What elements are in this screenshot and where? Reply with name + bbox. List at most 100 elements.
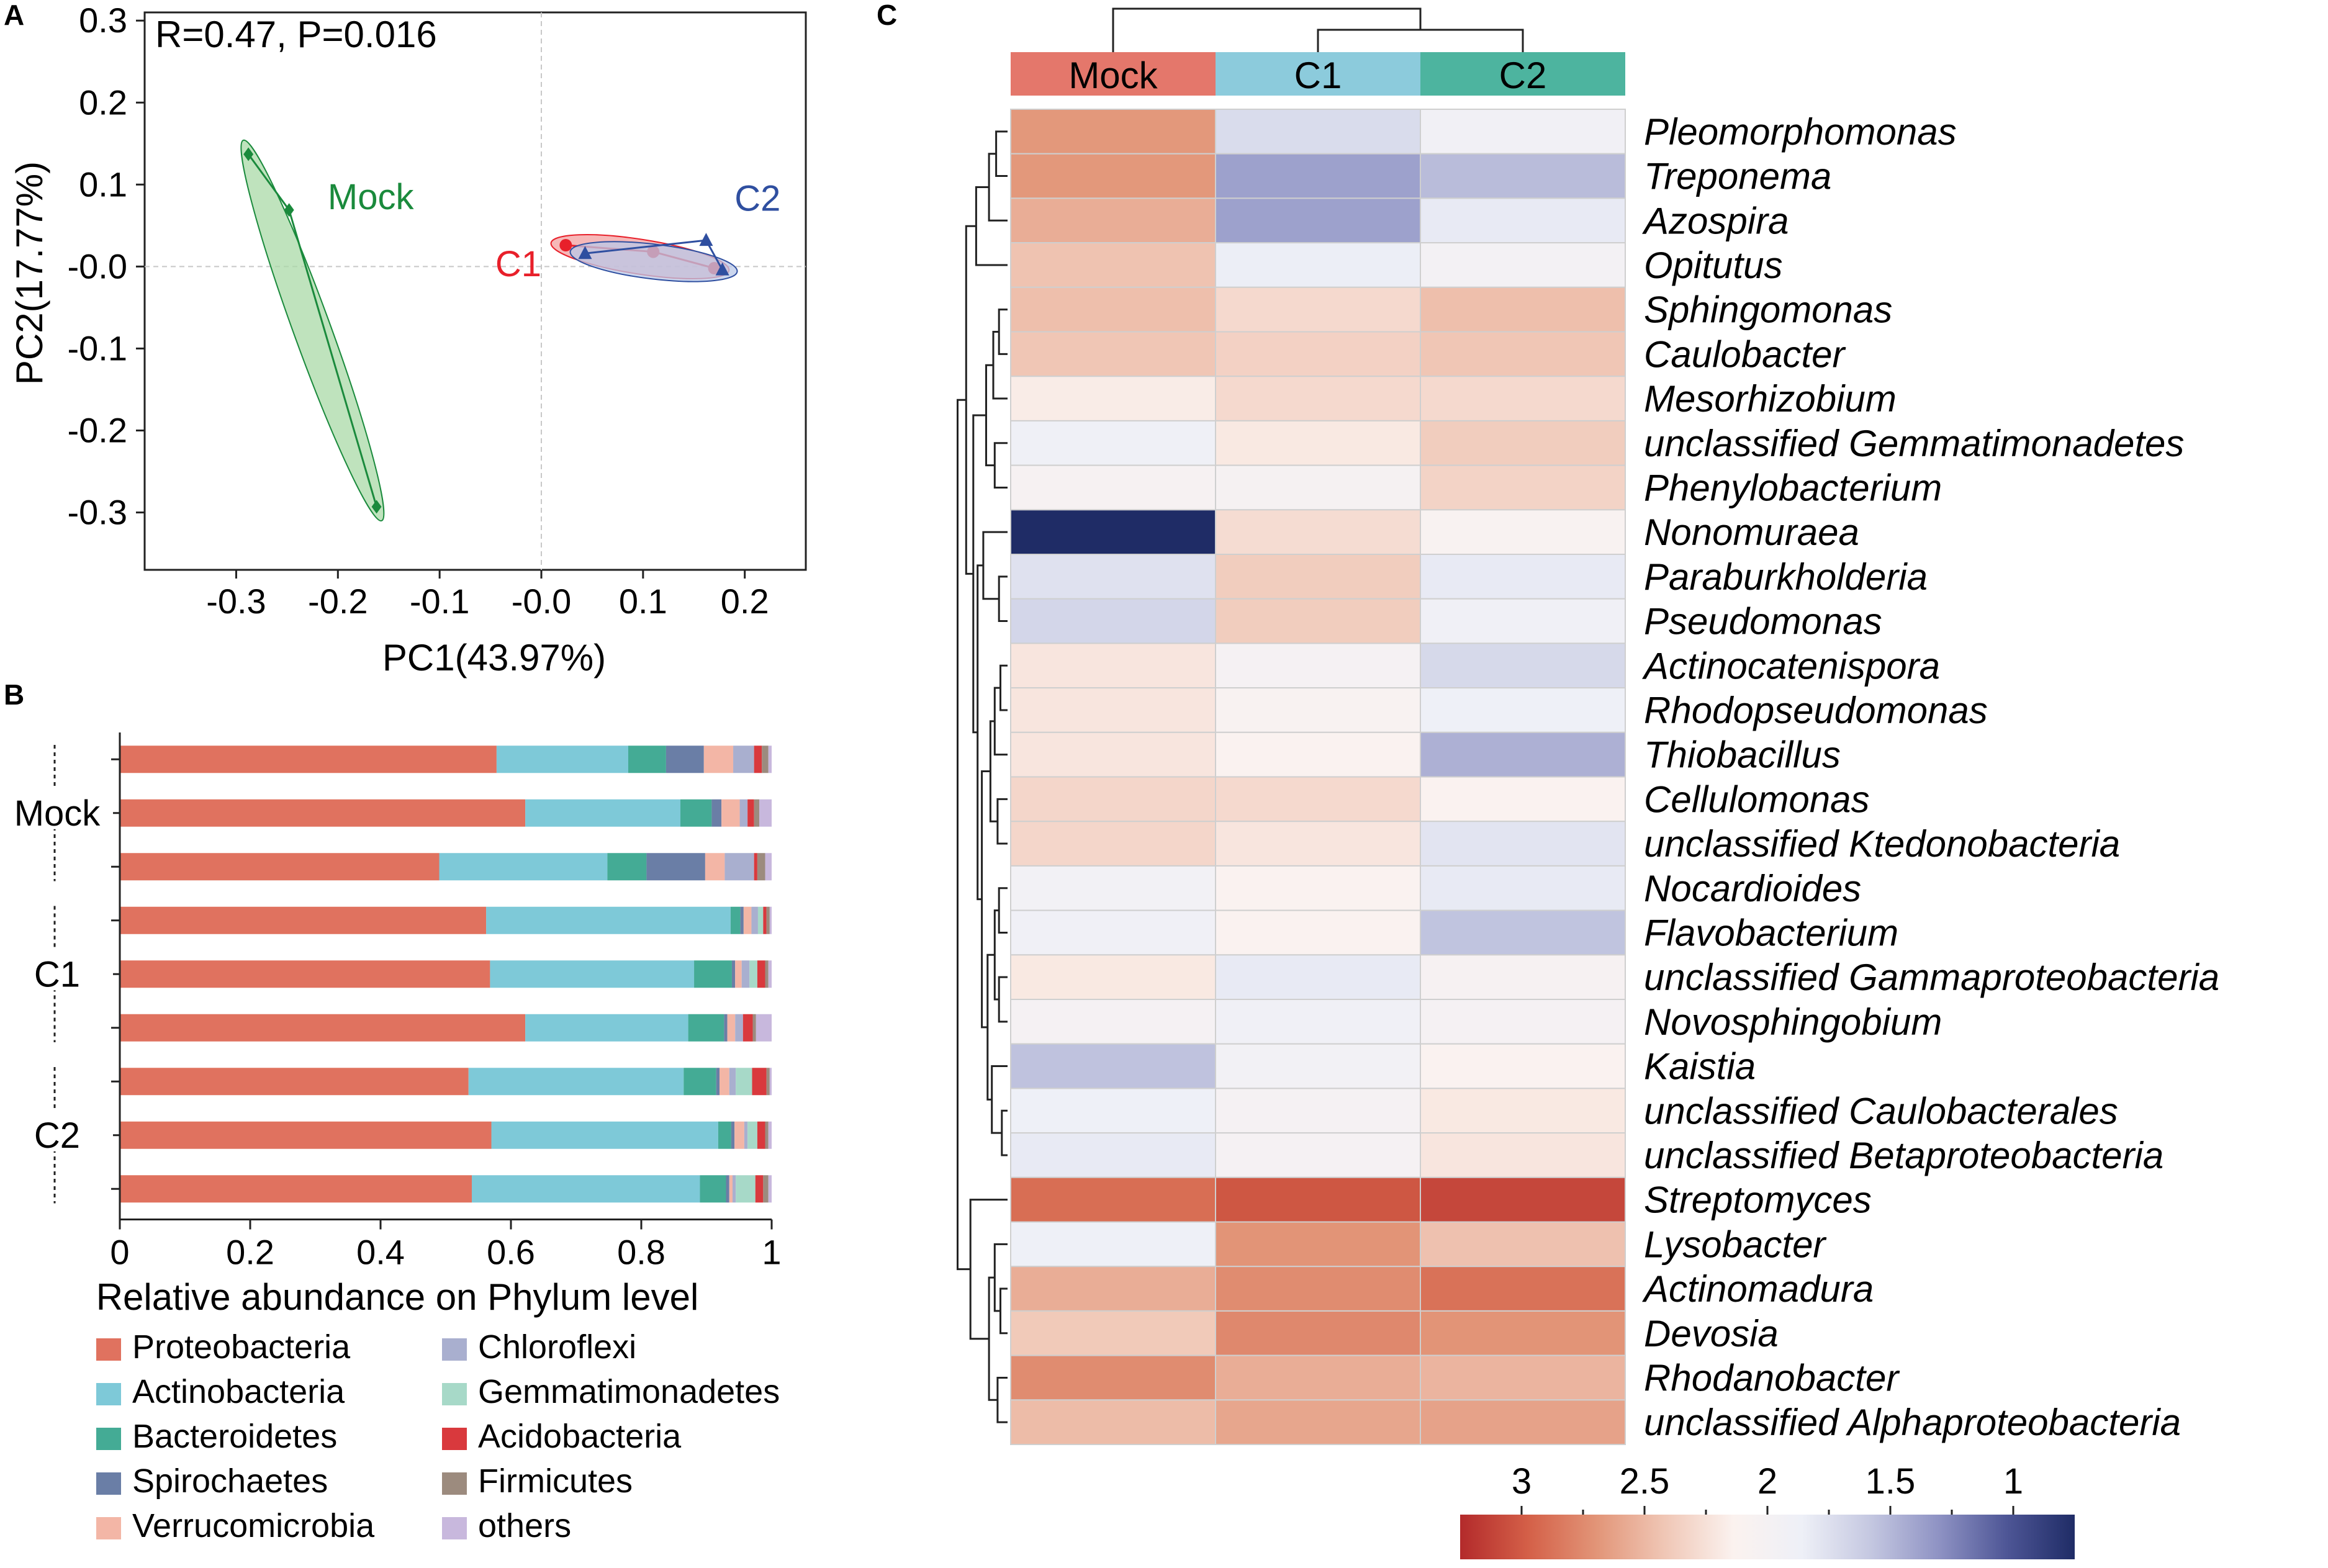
heatmap-cell — [1216, 643, 1420, 688]
y-tick-label: 0.1 — [79, 164, 127, 204]
bar-segment-gemmatimonadetes — [736, 1068, 752, 1095]
heatmap-cell — [1420, 332, 1625, 377]
heatmap-cell — [1011, 599, 1216, 644]
heatmap-cell — [1420, 777, 1625, 822]
heatmap-cell — [1216, 554, 1420, 599]
bar-segment-bacteroidetes — [700, 1175, 726, 1202]
heatmap-cell — [1216, 510, 1420, 554]
bar-segment-chloroflexi — [733, 746, 754, 773]
heatmap-cell — [1216, 599, 1420, 644]
bar-group-labels: MockC1C2 — [4, 745, 113, 1204]
row-label: Devosia — [1644, 1313, 1779, 1354]
legend-label: Acidobacteria — [478, 1418, 682, 1455]
dendro-branch — [1001, 665, 1008, 710]
bar-segment-others — [769, 1122, 772, 1149]
y-tick-label: 0.3 — [79, 1, 127, 40]
heatmap-cell — [1216, 198, 1420, 243]
colorbar-tick-label: 3 — [1512, 1461, 1532, 1502]
heatmap-cell — [1420, 243, 1625, 287]
row-label: Sphingomonas — [1644, 289, 1892, 331]
bar-segment-actinobacteria — [469, 1068, 684, 1095]
heatmap-cell — [1011, 1178, 1216, 1222]
bar-segment-acidobacteria — [743, 1014, 753, 1042]
x-tick-label: 0.1 — [619, 582, 667, 621]
bar-segment-acidobacteria — [752, 1068, 767, 1095]
bar-segment-spirochaetes — [732, 960, 735, 988]
heatmap-cell — [1216, 1400, 1420, 1444]
colorbar-tick-label: 1.5 — [1866, 1461, 1916, 1502]
column-dendrogram — [1113, 9, 1523, 52]
dendro-branch — [999, 577, 1008, 621]
heatmap-cell — [1216, 955, 1420, 999]
row-label: Actinocatenispora — [1642, 645, 1940, 687]
dendro-branch — [982, 772, 991, 1027]
bar-segment-acidobacteria — [757, 960, 765, 988]
bar-segment-verrucomicrobia — [705, 853, 725, 880]
heatmap-cell — [1420, 1356, 1625, 1400]
row-label: unclassified Ktedonobacteria — [1644, 823, 2120, 865]
bar-segment-actinobacteria — [486, 907, 731, 934]
heatmap-cell — [1216, 821, 1420, 866]
bar-segment-verrucomicrobia — [744, 907, 752, 934]
dendro-branch — [999, 888, 1008, 933]
bar-segment-verrucomicrobia — [720, 1068, 729, 1095]
heatmap-cell — [1011, 1356, 1216, 1400]
bar-segment-bacteroidetes — [731, 907, 741, 934]
bar-segment-gemmatimonadetes — [736, 1175, 756, 1202]
heatmap-cell — [1011, 510, 1216, 554]
bar-segment-proteobacteria — [120, 800, 525, 827]
heatmap-cell — [1420, 154, 1625, 199]
row-label: Nonomuraea — [1644, 511, 1859, 553]
heatmap-cell — [1420, 1044, 1625, 1089]
heatmap-cell — [1011, 154, 1216, 199]
heatmap-cell — [1420, 109, 1625, 154]
legend-swatch — [96, 1428, 121, 1450]
bar-segment-firmicutes — [762, 746, 769, 773]
bar-segment-firmicutes — [753, 1014, 756, 1042]
x-tick-label: 0 — [110, 1233, 129, 1272]
heatmap-cell — [1420, 1088, 1625, 1133]
row-label: Cellulomonas — [1644, 778, 1870, 820]
dendro-branch — [966, 226, 976, 574]
colorbar: 3 2.5 2 1.5 1 — [1460, 1461, 2075, 1559]
bar-rows — [111, 746, 772, 1202]
column-headers: Mock C1 C2 — [1011, 52, 1625, 96]
bar-segment-others — [765, 853, 772, 880]
heatmap-cell — [1216, 421, 1420, 466]
bar-segment-actinobacteria — [525, 1014, 688, 1042]
panel-label-b: B — [4, 678, 24, 711]
heatmap-cell — [1011, 911, 1216, 955]
bar-segment-chloroflexi — [740, 800, 748, 827]
heatmap-cell — [1420, 1222, 1625, 1267]
legend-item: Bacteroidetes — [96, 1418, 337, 1455]
row-label: Streptomyces — [1644, 1179, 1872, 1221]
row-label: Phenylobacterium — [1644, 467, 1942, 508]
legend-label: Proteobacteria — [132, 1328, 351, 1366]
dendro-branch — [1001, 1289, 1008, 1333]
bar-x-axis-title: Relative abundance on Phylum level — [96, 1276, 699, 1318]
bar-segment-chloroflexi — [744, 1122, 747, 1149]
row-label: Treponema — [1644, 156, 1831, 197]
bar-segment-spirochaetes — [646, 853, 705, 880]
bar-sample — [111, 1175, 772, 1202]
row-label: unclassified Caulobacterales — [1644, 1090, 2118, 1132]
bar-segment-bacteroidetes — [718, 1122, 731, 1149]
x-tick-label: 0.6 — [487, 1233, 535, 1272]
legend-item: Gemmatimonadetes — [442, 1373, 780, 1410]
bar-segment-spirochaetes — [666, 746, 704, 773]
bar-sample — [111, 907, 772, 934]
panel-label-c: C — [877, 0, 897, 31]
bar-segment-acidobacteria — [754, 746, 762, 773]
row-label: Opitutus — [1644, 245, 1782, 286]
heatmap-cell — [1420, 688, 1625, 732]
legend-label: Verrucomicrobia — [132, 1507, 375, 1544]
heatmap-cell — [1420, 421, 1625, 466]
bar-segment-gemmatimonadetes — [758, 907, 763, 934]
x-tick-label: 0.2 — [226, 1233, 274, 1272]
dendro-branch — [989, 1277, 998, 1400]
bar-segment-proteobacteria — [120, 907, 486, 934]
legend-label: Actinobacteria — [132, 1373, 345, 1410]
legend-label: Gemmatimonadetes — [478, 1373, 780, 1410]
y-tick-label: -0.1 — [68, 328, 128, 367]
